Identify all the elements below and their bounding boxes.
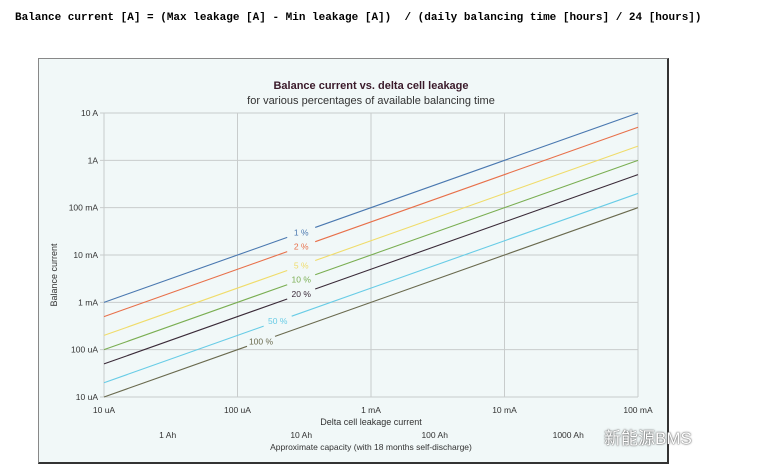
x-axis-label: Delta cell leakage current [320, 417, 422, 427]
series-label: 2 % [294, 242, 309, 252]
y-tick-label: 1A [88, 155, 99, 165]
series-line [274, 207, 639, 337]
chart-title: Balance current vs. delta cell leakage [273, 80, 468, 92]
series-label: 5 % [294, 261, 309, 271]
x-tick-label: 10 uA [93, 405, 116, 415]
chart-subtitle: for various percentages of available bal… [247, 95, 495, 107]
series-line [315, 126, 639, 243]
x2-axis-label: Approximate capacity (with 18 months sel… [270, 442, 472, 452]
series-line [103, 236, 288, 303]
y-axis-label: Balance current [49, 243, 59, 307]
series-line [103, 251, 288, 318]
series-label: 1 % [294, 227, 309, 237]
series-line [315, 112, 639, 228]
x2-tick-label: 100 Ah [421, 430, 448, 440]
series-label: 50 % [268, 316, 288, 326]
x2-tick-label: 1000 Ah [553, 430, 584, 440]
series-line [315, 159, 639, 276]
series-line [103, 325, 264, 384]
y-tick-label: 100 uA [71, 345, 98, 355]
formula-text: Balance current [A] = (Max leakage [A] -… [15, 12, 702, 24]
y-tick-label: 10 A [81, 108, 98, 118]
x2-tick-label: 1 Ah [159, 430, 176, 440]
series-line [103, 298, 288, 365]
x-tick-label: 100 mA [623, 405, 653, 415]
chart-frame [38, 58, 669, 464]
series-line [103, 269, 288, 336]
x-tick-label: 100 uA [224, 405, 251, 415]
series-line [103, 284, 288, 351]
x-tick-label: 1 mA [361, 405, 381, 415]
y-tick-label: 10 mA [73, 250, 98, 260]
watermark: 新能源BMS [604, 429, 692, 448]
x2-tick-label: 10 Ah [290, 430, 312, 440]
y-tick-label: 1 mA [78, 297, 98, 307]
y-tick-label: 100 mA [69, 203, 99, 213]
x-tick-label: 10 mA [492, 405, 517, 415]
series-line [103, 345, 248, 398]
series-line [291, 192, 639, 317]
series-label: 100 % [249, 336, 274, 346]
series-label: 20 % [292, 289, 312, 299]
series-line [315, 174, 639, 290]
series-label: 10 % [292, 275, 312, 285]
y-tick-label: 10 uA [76, 392, 99, 402]
series-line [315, 145, 639, 262]
